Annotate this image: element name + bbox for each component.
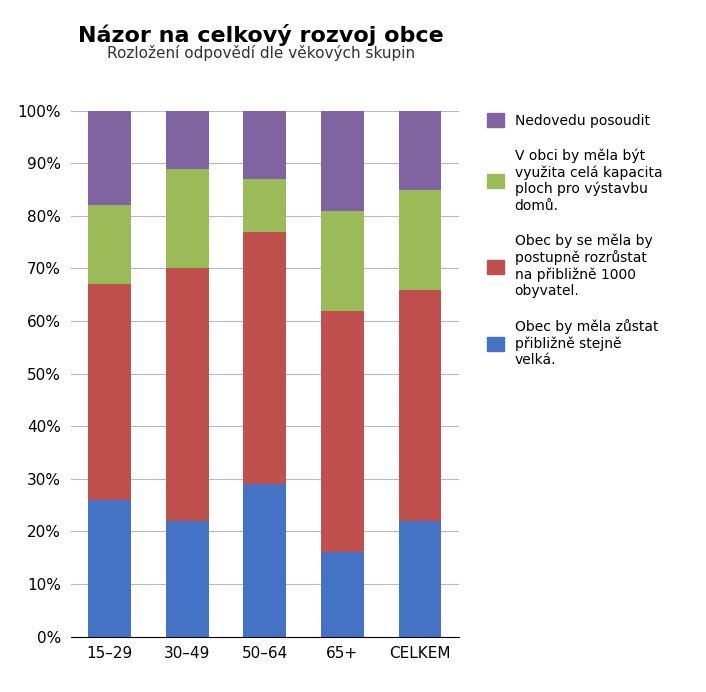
Bar bbox=[244, 111, 286, 179]
Bar bbox=[399, 521, 441, 637]
Text: Názor na celkový rozvoj obce: Názor na celkový rozvoj obce bbox=[78, 24, 444, 46]
Legend: Nedovedu posoudit, V obci by měla být
využita celá kapacita
ploch pro výstavbu
d: Nedovedu posoudit, V obci by měla být vy… bbox=[481, 107, 668, 373]
Bar bbox=[321, 311, 364, 552]
Bar bbox=[166, 169, 208, 268]
Bar bbox=[244, 484, 286, 637]
Bar bbox=[399, 111, 441, 190]
Bar bbox=[399, 190, 441, 289]
Bar bbox=[321, 210, 364, 311]
Bar bbox=[88, 111, 131, 206]
Bar bbox=[166, 521, 208, 637]
Bar bbox=[321, 111, 364, 210]
Bar bbox=[321, 552, 364, 637]
Bar bbox=[166, 111, 208, 169]
Bar bbox=[244, 179, 286, 232]
Bar bbox=[88, 206, 131, 284]
Bar bbox=[88, 500, 131, 637]
Bar bbox=[399, 289, 441, 521]
Bar bbox=[244, 232, 286, 484]
Bar bbox=[166, 268, 208, 521]
Text: Rozložení odpovědí dle věkových skupin: Rozložení odpovědí dle věkových skupin bbox=[107, 45, 415, 61]
Bar bbox=[88, 284, 131, 500]
